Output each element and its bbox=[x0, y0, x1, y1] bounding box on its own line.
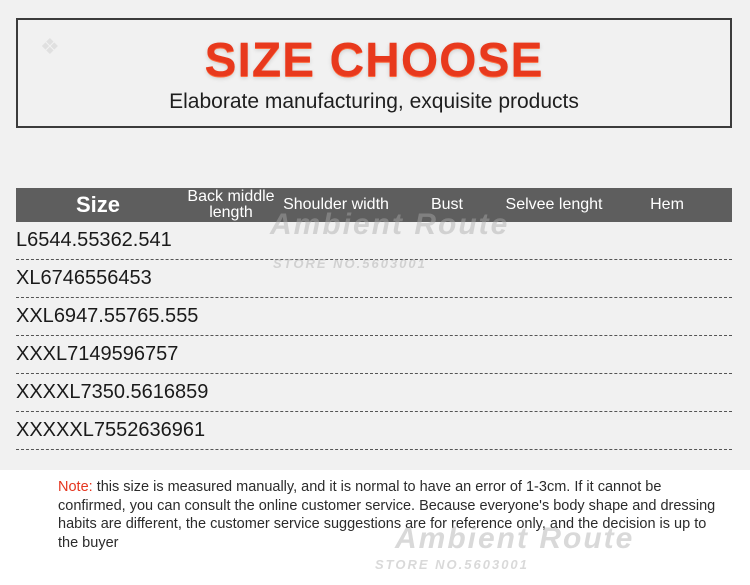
cell-shoulder-width: 46 bbox=[62, 267, 85, 289]
cell-hem: 41 bbox=[149, 229, 172, 251]
cell-shoulder-width: 44.5 bbox=[49, 229, 89, 251]
cell-back-length: 73 bbox=[80, 381, 103, 403]
cell-back-length: 75 bbox=[93, 419, 117, 441]
cell-sleeve-length: 69 bbox=[160, 419, 183, 441]
table-row: XXXXXL 75 52 63 69 61 bbox=[16, 412, 732, 450]
cell-bust: 59 bbox=[111, 343, 134, 365]
table-row: XXL 69 47.5 57 65.5 55 bbox=[16, 298, 732, 336]
header-panel: ❖ SIZE CHOOSE Elaborate manufacturing, e… bbox=[16, 18, 732, 128]
cell-size: XXXL bbox=[16, 343, 68, 365]
cell-shoulder-width: 50.5 bbox=[102, 381, 142, 403]
watermark-store: STORE NO.5603001 bbox=[273, 256, 427, 271]
table-row: XXXXL 73 50.5 61 68 59 bbox=[16, 374, 732, 412]
note-text: this size is measured manually, and it i… bbox=[58, 479, 716, 551]
cell-sleeve-length: 64 bbox=[107, 267, 130, 289]
table-row: L 65 44.5 53 62.5 41 bbox=[16, 222, 732, 260]
cell-size: XL bbox=[16, 267, 41, 289]
cell-shoulder-width: 47.5 bbox=[76, 305, 115, 327]
cell-sleeve-length: 68 bbox=[163, 381, 187, 403]
cell-hem: 53 bbox=[129, 267, 152, 289]
cell-bust: 53 bbox=[88, 229, 111, 251]
table-row: XL 67 46 55 64 53 bbox=[16, 260, 732, 298]
table-row: XXXL 71 49 59 67 57 bbox=[16, 336, 732, 374]
cell-size: XXXXL bbox=[16, 381, 81, 403]
column-header-size: Size bbox=[75, 192, 121, 217]
cell-bust: 55 bbox=[84, 267, 108, 289]
note-panel bbox=[0, 470, 750, 585]
cell-back-length: 67 bbox=[40, 267, 63, 289]
cell-hem: 59 bbox=[186, 381, 209, 403]
cell-back-length: 65 bbox=[27, 229, 50, 251]
cell-back-length: 69 bbox=[53, 305, 77, 327]
table-body: L 65 44.5 53 62.5 41 XL 67 46 55 64 53 X… bbox=[16, 222, 732, 450]
cell-sleeve-length: 67 bbox=[133, 343, 157, 365]
cell-size: XXXXXL bbox=[16, 419, 94, 441]
cell-hem: 55 bbox=[176, 305, 199, 327]
cell-sleeve-length: 62.5 bbox=[110, 229, 150, 251]
column-header-shoulder-width: Shoulder width bbox=[283, 196, 389, 213]
brand-logo-icon: ❖ bbox=[40, 34, 60, 59]
table-header-row: Size Back middle length Shoulder width B… bbox=[16, 188, 732, 222]
watermark-store-bottom: STORE NO.5603001 bbox=[375, 557, 529, 572]
cell-hem: 57 bbox=[156, 343, 179, 365]
cell-bust: 57 bbox=[115, 305, 138, 327]
size-note: Note: this size is measured manually, an… bbox=[58, 478, 718, 552]
cell-sleeve-length: 65.5 bbox=[137, 305, 177, 327]
column-header-bust: Bust bbox=[430, 196, 463, 213]
watermark-brand-bottom: Ambient Route bbox=[395, 522, 635, 555]
cell-shoulder-width: 49 bbox=[89, 343, 112, 365]
cell-size: L bbox=[16, 229, 28, 251]
page-title: SIZE CHOOSE bbox=[204, 34, 544, 87]
cell-bust: 63 bbox=[138, 419, 161, 441]
cell-hem: 61 bbox=[182, 419, 206, 441]
column-header-sleeve-length: Selvee lenght bbox=[505, 196, 603, 213]
cell-size: XXL bbox=[16, 305, 54, 327]
cell-back-length: 71 bbox=[67, 343, 90, 365]
watermark-brand: Ambient Route bbox=[270, 208, 510, 241]
size-table: Size Back middle length Shoulder width B… bbox=[16, 188, 732, 450]
page-subtitle: Elaborate manufacturing, exquisite produ… bbox=[169, 90, 579, 113]
column-header-back-length: Back middle length bbox=[187, 188, 275, 221]
cell-shoulder-width: 52 bbox=[116, 419, 139, 441]
note-label: Note: bbox=[58, 479, 93, 495]
column-header-hem: Hem bbox=[650, 196, 684, 213]
cell-bust: 61 bbox=[141, 381, 164, 403]
